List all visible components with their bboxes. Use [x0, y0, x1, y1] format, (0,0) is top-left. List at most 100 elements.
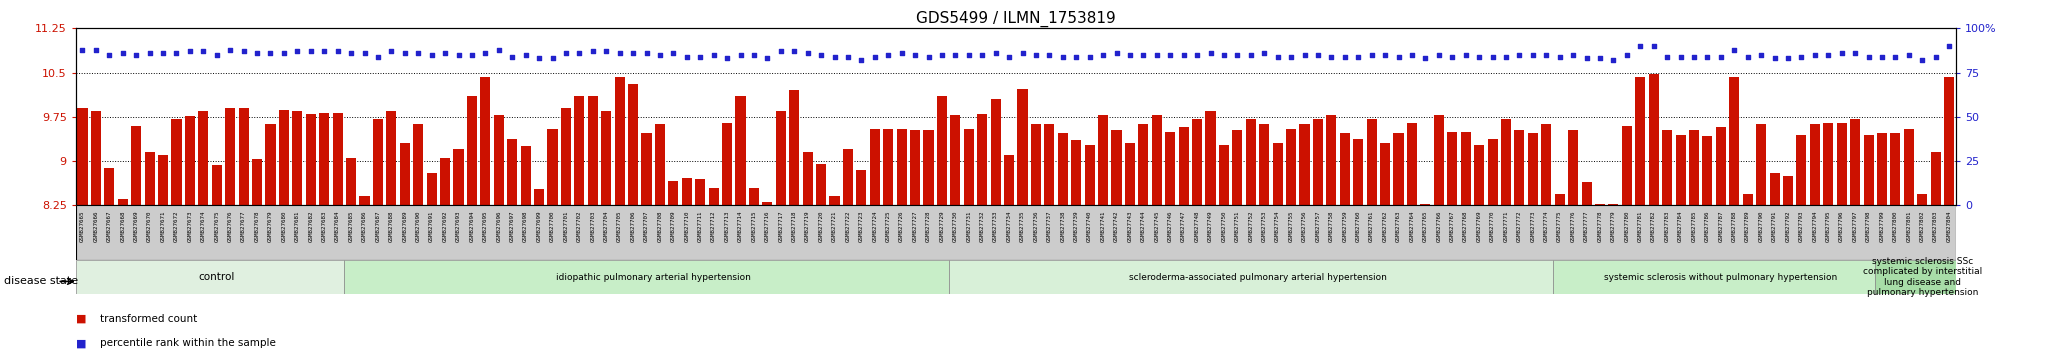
- Bar: [1085, 144, 1096, 205]
- Text: GSM827693: GSM827693: [457, 211, 461, 242]
- Point: [1745, 52, 1778, 58]
- Bar: [991, 99, 1001, 205]
- Text: GSM827772: GSM827772: [1518, 211, 1522, 242]
- Text: GSM827701: GSM827701: [563, 211, 569, 242]
- Text: GSM827736: GSM827736: [1034, 211, 1038, 242]
- Text: GSM827708: GSM827708: [657, 211, 662, 242]
- Text: GSM827783: GSM827783: [1665, 211, 1669, 242]
- Text: GSM827778: GSM827778: [1597, 211, 1602, 242]
- Point: [952, 52, 985, 58]
- Point: [254, 50, 287, 56]
- Point: [1556, 52, 1589, 58]
- Bar: [266, 125, 276, 205]
- Bar: [1634, 205, 1647, 260]
- Bar: [1016, 205, 1030, 260]
- Bar: [397, 205, 412, 260]
- Point: [1208, 52, 1241, 58]
- Text: GSM827722: GSM827722: [846, 211, 850, 242]
- Text: GSM827776: GSM827776: [1571, 211, 1575, 242]
- Text: GSM827746: GSM827746: [1167, 211, 1174, 242]
- Bar: [440, 158, 451, 205]
- Bar: [1139, 125, 1149, 205]
- Bar: [762, 202, 772, 205]
- Bar: [1673, 205, 1688, 260]
- Bar: [1473, 205, 1485, 260]
- Bar: [1595, 204, 1606, 205]
- Point: [242, 50, 274, 56]
- Bar: [1890, 133, 1901, 205]
- Bar: [479, 205, 492, 260]
- Bar: [76, 205, 90, 260]
- Bar: [1716, 127, 1726, 205]
- Bar: [1663, 130, 1671, 205]
- Bar: [950, 115, 961, 205]
- Bar: [344, 260, 948, 294]
- Text: GSM827696: GSM827696: [496, 211, 502, 242]
- Point: [967, 52, 999, 58]
- Bar: [481, 77, 489, 205]
- Bar: [586, 205, 600, 260]
- Text: GSM827680: GSM827680: [281, 211, 287, 242]
- Point: [1087, 52, 1120, 58]
- Bar: [1849, 205, 1862, 260]
- Bar: [211, 165, 221, 205]
- Text: percentile rank within the sample: percentile rank within the sample: [100, 338, 276, 348]
- Bar: [1083, 205, 1096, 260]
- Bar: [1124, 143, 1135, 205]
- Bar: [90, 111, 100, 205]
- Bar: [1272, 143, 1282, 205]
- Text: GSM827713: GSM827713: [725, 211, 729, 242]
- Bar: [1004, 155, 1014, 205]
- Point: [1544, 54, 1577, 59]
- Text: GSM827707: GSM827707: [643, 211, 649, 242]
- Bar: [909, 130, 920, 205]
- Bar: [412, 205, 424, 260]
- Bar: [854, 205, 868, 260]
- Point: [1303, 52, 1335, 58]
- Point: [1047, 54, 1079, 59]
- Point: [537, 56, 569, 61]
- Bar: [414, 125, 424, 205]
- Bar: [1204, 205, 1217, 260]
- Text: GSM827771: GSM827771: [1503, 211, 1509, 242]
- Point: [1489, 54, 1522, 59]
- Bar: [748, 205, 760, 260]
- Text: GSM827762: GSM827762: [1382, 211, 1389, 242]
- Bar: [774, 205, 788, 260]
- Point: [401, 50, 434, 56]
- Bar: [467, 96, 477, 205]
- Point: [416, 52, 449, 58]
- Point: [1772, 56, 1804, 61]
- Bar: [1180, 127, 1188, 205]
- Point: [643, 52, 676, 58]
- Bar: [1579, 205, 1593, 260]
- Bar: [842, 205, 854, 260]
- Bar: [1810, 125, 1821, 205]
- Bar: [319, 113, 330, 205]
- Bar: [102, 205, 117, 260]
- Text: GSM827787: GSM827787: [1718, 211, 1722, 242]
- Bar: [1903, 205, 1915, 260]
- Text: GSM827793: GSM827793: [1798, 211, 1804, 242]
- Text: GSM827742: GSM827742: [1114, 211, 1118, 242]
- Text: GSM827723: GSM827723: [858, 211, 864, 242]
- Bar: [1608, 205, 1620, 260]
- Point: [791, 50, 823, 56]
- Bar: [1366, 119, 1376, 205]
- Text: ■: ■: [76, 338, 90, 348]
- Bar: [1030, 205, 1042, 260]
- Text: GSM827670: GSM827670: [147, 211, 152, 242]
- Bar: [668, 205, 680, 260]
- Text: GSM827729: GSM827729: [940, 211, 944, 242]
- Bar: [1337, 205, 1352, 260]
- Text: GSM827699: GSM827699: [537, 211, 541, 242]
- Point: [1436, 54, 1468, 59]
- Bar: [815, 164, 825, 205]
- Bar: [104, 168, 115, 205]
- Text: GSM827684: GSM827684: [336, 211, 340, 242]
- Text: GSM827727: GSM827727: [913, 211, 918, 242]
- Bar: [1931, 152, 1942, 205]
- Bar: [561, 108, 571, 205]
- Bar: [129, 205, 143, 260]
- Text: GSM827799: GSM827799: [1880, 211, 1884, 242]
